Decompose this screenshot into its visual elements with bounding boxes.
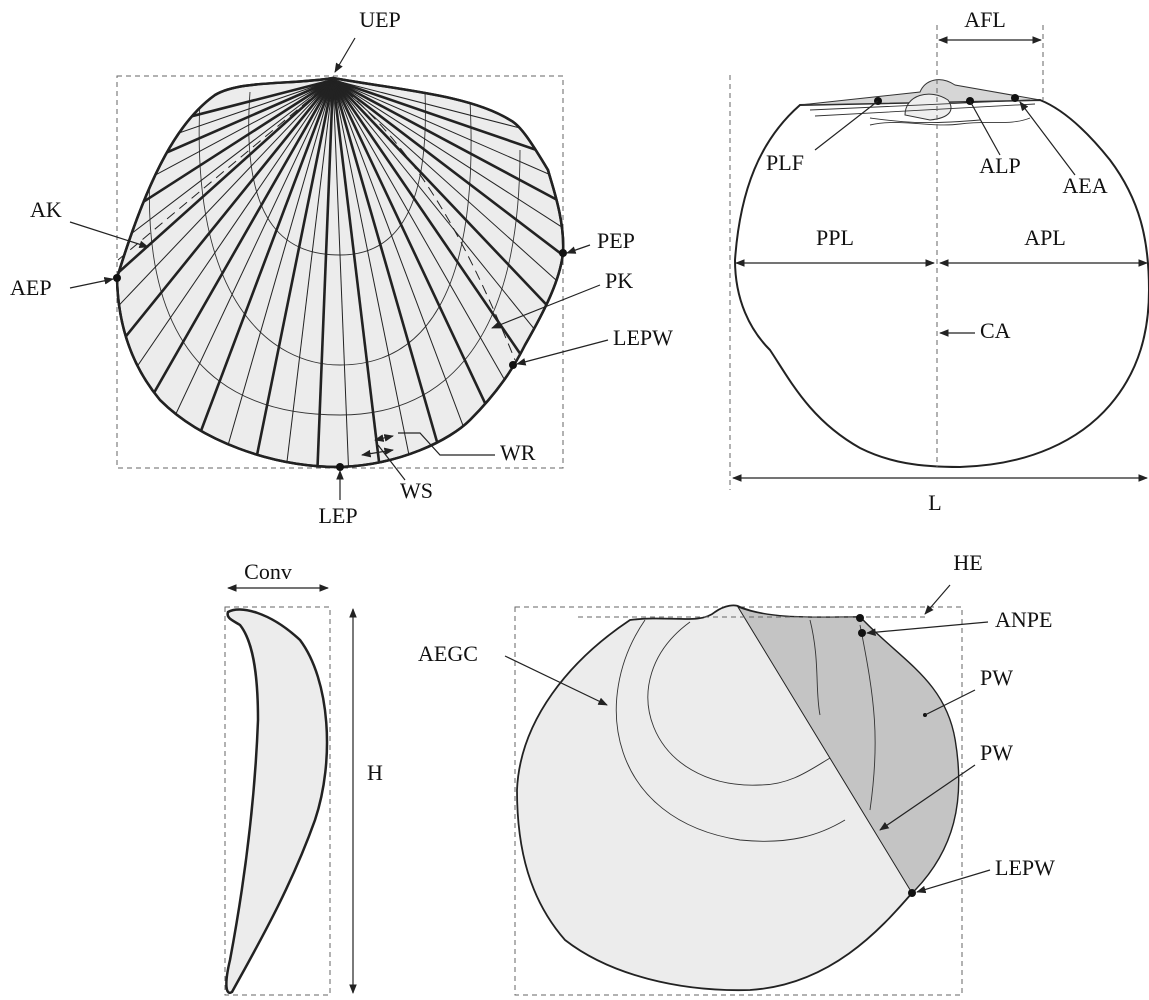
label: AEGC: [418, 641, 478, 666]
label: LEP: [318, 503, 357, 528]
point: [509, 361, 517, 369]
label: CA: [980, 318, 1011, 343]
label: ALP: [979, 153, 1021, 178]
label: PW: [980, 740, 1013, 765]
point: [113, 274, 121, 282]
label: WS: [400, 478, 433, 503]
label: PLF: [766, 150, 804, 175]
label: PEP: [597, 228, 635, 253]
point: [856, 614, 864, 622]
arrow: [335, 38, 355, 72]
point: [1011, 94, 1019, 102]
label: AFL: [964, 7, 1006, 32]
panel-smooth-shell: HE ANPE AEGC PW PW LEPW: [418, 550, 1055, 995]
panel-side-view: Conv H: [225, 559, 383, 995]
arrow: [867, 622, 988, 633]
label: Conv: [244, 559, 292, 584]
label: AK: [30, 197, 62, 222]
arrow: [925, 585, 950, 614]
arrow: [567, 245, 590, 253]
label: LEPW: [995, 855, 1055, 880]
label: UEP: [359, 7, 401, 32]
label: PK: [605, 268, 633, 293]
label: AEA: [1062, 173, 1107, 198]
label: ANPE: [995, 607, 1052, 632]
label: H: [367, 760, 383, 785]
label: L: [928, 490, 941, 515]
figure: UEP AK AEP PEP PK LEPW WR WS LEP AFL PLF…: [0, 0, 1149, 1000]
label: PW: [980, 665, 1013, 690]
label: PPL: [816, 225, 854, 250]
shell-outline: [226, 609, 327, 992]
point: [559, 249, 567, 257]
arrow: [70, 279, 113, 288]
label: LEPW: [613, 325, 673, 350]
label: WR: [500, 440, 536, 465]
point: [336, 463, 344, 471]
point: [858, 629, 866, 637]
panel-valve-outline: AFL PLF ALP AEA PPL APL CA L: [730, 7, 1149, 515]
label: APL: [1024, 225, 1066, 250]
label: HE: [953, 550, 982, 575]
point: [908, 889, 916, 897]
label: AEP: [10, 275, 52, 300]
